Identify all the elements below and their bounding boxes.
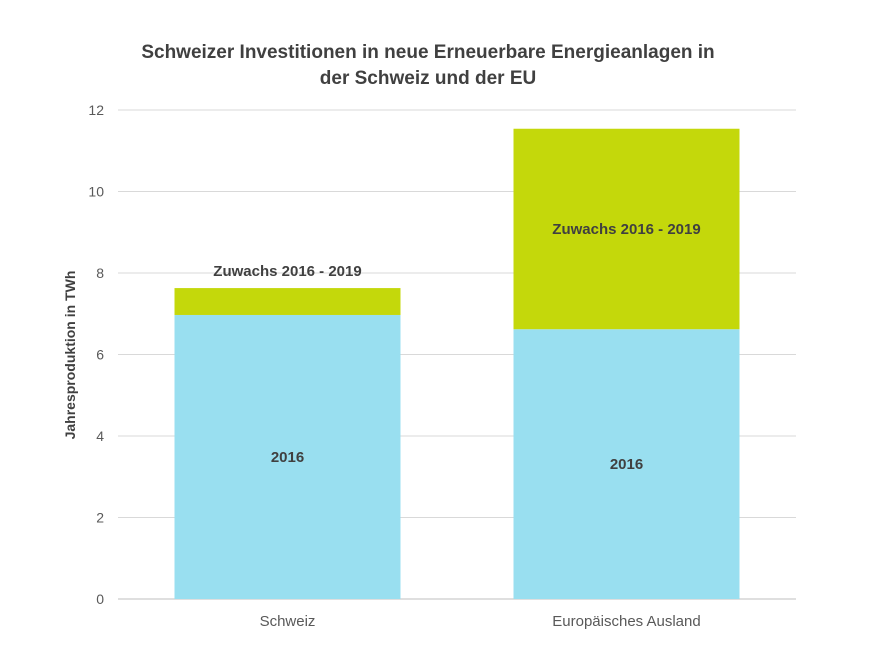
data-label: Zuwachs 2016 - 2019 (213, 263, 361, 280)
tick-labels: 0 2 4 6 8 10 12 Schweiz Europäisches Ausland (88, 102, 700, 630)
data-label: 2016 (610, 456, 643, 473)
y-tick-label: 10 (88, 184, 104, 200)
y-axis-label: Jahresproduktion in TWh (62, 271, 78, 440)
bar-segment (174, 288, 401, 315)
x-tick-label: Europäisches Ausland (552, 613, 700, 630)
y-tick-label: 2 (96, 510, 104, 526)
chart-title-line-1: Schweizer Investitionen in neue Erneuerb… (141, 42, 714, 63)
x-tick-label: Schweiz (260, 613, 316, 630)
y-tick-label: 4 (96, 428, 104, 444)
bar-segment (513, 128, 740, 330)
data-labels: 2016 Zuwachs 2016 - 2019 2016 Zuwachs 2016 … (213, 221, 700, 473)
data-label: Zuwachs 2016 - 2019 (552, 221, 700, 238)
y-tick-label: 0 (96, 591, 104, 607)
y-tick-label: 6 (96, 347, 104, 363)
chart-title-line-2: der Schweiz und der EU (320, 68, 536, 89)
bar-segment (174, 314, 401, 599)
bar-segment (513, 329, 740, 599)
data-label: 2016 (271, 449, 304, 466)
bars (174, 128, 740, 599)
y-tick-label: 12 (88, 102, 104, 118)
y-tick-label: 8 (96, 265, 104, 281)
